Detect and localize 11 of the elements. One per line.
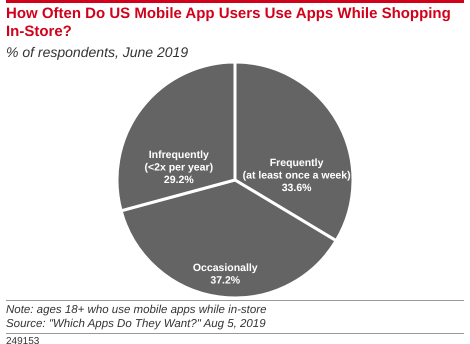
text: 249153 [6,333,464,344]
text: Note: ages 18+ who use mobile apps while in-store [6,303,268,317]
data-label: 37.2% [210,274,241,287]
source-note: Source: "Which Apps Do They Want?" Aug 5, 2019 [6,317,267,331]
slice-label: Occasionally [192,262,258,274]
chart-title: How Often Do US Mobile App Users Use Apps While Shopping In-Store? [6,5,452,41]
data-label: 29.2% [164,174,194,186]
slice-label: Frequently (at least once a week) [242,157,351,182]
chart-subtitle: % of respondents, June 2019 [6,44,190,60]
data-label: 33.6% [282,182,312,194]
slice-label: Infrequently (<2x per year) [144,148,214,174]
